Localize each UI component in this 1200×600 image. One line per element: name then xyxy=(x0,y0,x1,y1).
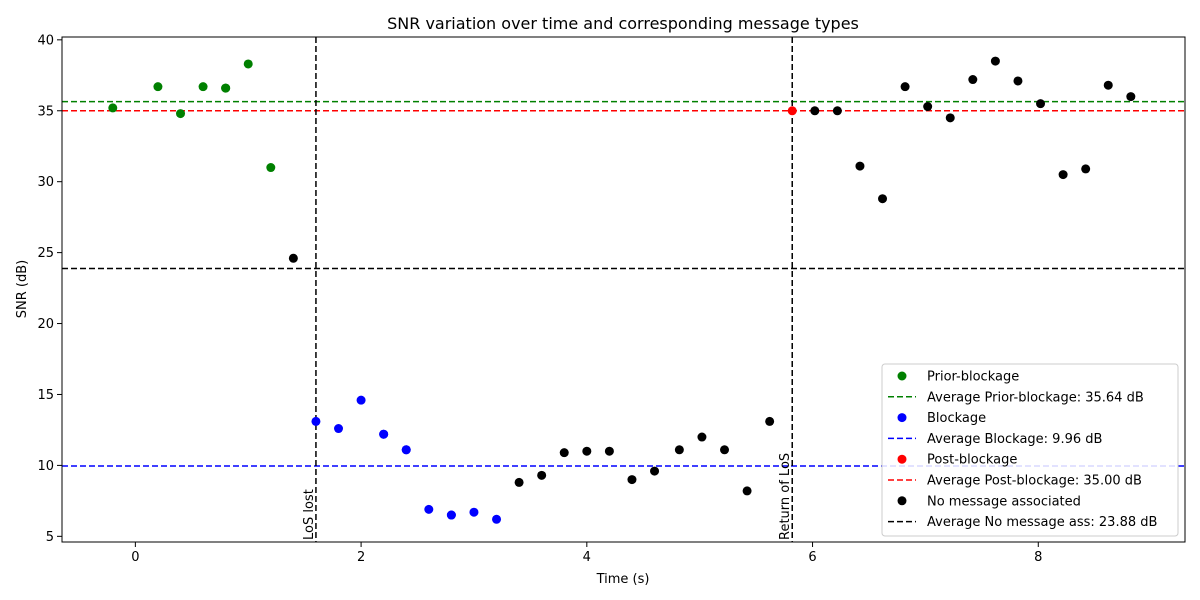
x-tick-label-3: 6 xyxy=(808,550,816,565)
legend-marker-2 xyxy=(897,413,907,423)
y-tick-label-6: 35 xyxy=(37,104,54,119)
x-tick-label-0: 0 xyxy=(131,550,139,565)
point-3-3 xyxy=(559,448,569,458)
y-axis-title: SNR (dB) xyxy=(15,260,30,318)
x-tick-label-2: 4 xyxy=(583,550,591,565)
point-3-4 xyxy=(582,446,592,456)
point-3-7 xyxy=(650,466,660,476)
legend-marker-0 xyxy=(897,371,907,381)
point-3-2 xyxy=(537,470,547,480)
point-3-24 xyxy=(1058,170,1068,180)
legend: Prior-blockage Average Prior-blockage: 35… xyxy=(881,363,1179,537)
legend-marker-6 xyxy=(897,496,907,506)
point-3-27 xyxy=(1126,92,1136,102)
legend-frame xyxy=(881,363,1179,537)
vertical-line-label-1: Return of LoS xyxy=(778,453,793,540)
vertical-line-label-0: LoS lost xyxy=(302,489,317,540)
y-tick-label-7: 40 xyxy=(37,33,54,48)
point-0-5 xyxy=(221,83,231,93)
point-3-1 xyxy=(514,477,524,487)
chart-title: SNR variation over time and correspondin… xyxy=(387,14,859,33)
x-tick-label-1: 2 xyxy=(357,550,365,565)
point-3-18 xyxy=(923,102,933,112)
y-tick-label-4: 25 xyxy=(37,246,54,261)
y-tick-label-5: 30 xyxy=(37,175,54,190)
y-tick-label-2: 15 xyxy=(37,388,54,403)
point-1-6 xyxy=(401,445,411,455)
x-axis-title: Time (s) xyxy=(596,572,650,587)
x-tick-label-4: 8 xyxy=(1034,550,1042,565)
point-3-13 xyxy=(810,106,820,116)
point-3-6 xyxy=(627,475,637,485)
y-tick-label-0: 5 xyxy=(46,530,54,545)
point-1-2 xyxy=(356,395,366,405)
point-3-5 xyxy=(604,446,614,456)
legend-label-6: No message associated xyxy=(927,494,1081,509)
point-3-19 xyxy=(945,113,955,123)
point-1-7 xyxy=(424,504,434,514)
point-3-16 xyxy=(878,194,888,204)
point-1-11 xyxy=(492,514,502,524)
point-3-20 xyxy=(968,75,978,85)
legend-marker-4 xyxy=(897,454,907,464)
point-0-6 xyxy=(243,59,253,69)
point-0-7 xyxy=(266,163,276,173)
point-3-25 xyxy=(1081,164,1091,174)
legend-label-4: Post-blockage xyxy=(927,453,1017,468)
legend-label-1: Average Prior-blockage: 35.64 dB xyxy=(927,390,1144,405)
point-3-22 xyxy=(1013,76,1023,86)
point-3-0 xyxy=(288,253,298,263)
point-3-10 xyxy=(720,445,730,455)
point-1-9 xyxy=(446,510,456,520)
point-3-12 xyxy=(765,416,775,426)
point-0-0 xyxy=(108,103,118,113)
point-3-8 xyxy=(674,445,684,455)
point-3-9 xyxy=(697,432,707,442)
point-1-1 xyxy=(334,424,344,434)
point-3-23 xyxy=(1036,99,1046,109)
point-3-17 xyxy=(900,82,910,92)
y-tick-label-1: 10 xyxy=(37,459,54,474)
point-0-3 xyxy=(198,82,208,92)
plot-inner xyxy=(62,37,1185,542)
legend-label-3: Average Blockage: 9.96 dB xyxy=(927,432,1102,447)
axes-frame xyxy=(61,36,1186,543)
point-1-10 xyxy=(469,507,479,517)
point-2-0 xyxy=(787,106,797,116)
point-3-11 xyxy=(742,486,752,496)
point-0-2 xyxy=(176,109,186,119)
point-3-21 xyxy=(990,56,1000,66)
legend-label-5: Average Post-blockage: 35.00 dB xyxy=(927,474,1142,489)
point-3-14 xyxy=(832,106,842,116)
point-0-1 xyxy=(153,82,163,92)
legend-label-0: Prior-blockage xyxy=(927,370,1019,385)
point-3-15 xyxy=(855,161,865,171)
legend-label-2: Blockage xyxy=(927,411,986,426)
legend-label-7: Average No message ass: 23.88 dB xyxy=(927,515,1157,530)
point-1-4 xyxy=(379,429,389,439)
y-tick-label-3: 20 xyxy=(37,317,54,332)
point-1-0 xyxy=(311,416,321,426)
plot-area: LoS lost Return of LoS 0 2 4 6 8 5 10 15 20 25 30 35 4… xyxy=(37,33,1186,565)
point-3-26 xyxy=(1103,80,1113,90)
